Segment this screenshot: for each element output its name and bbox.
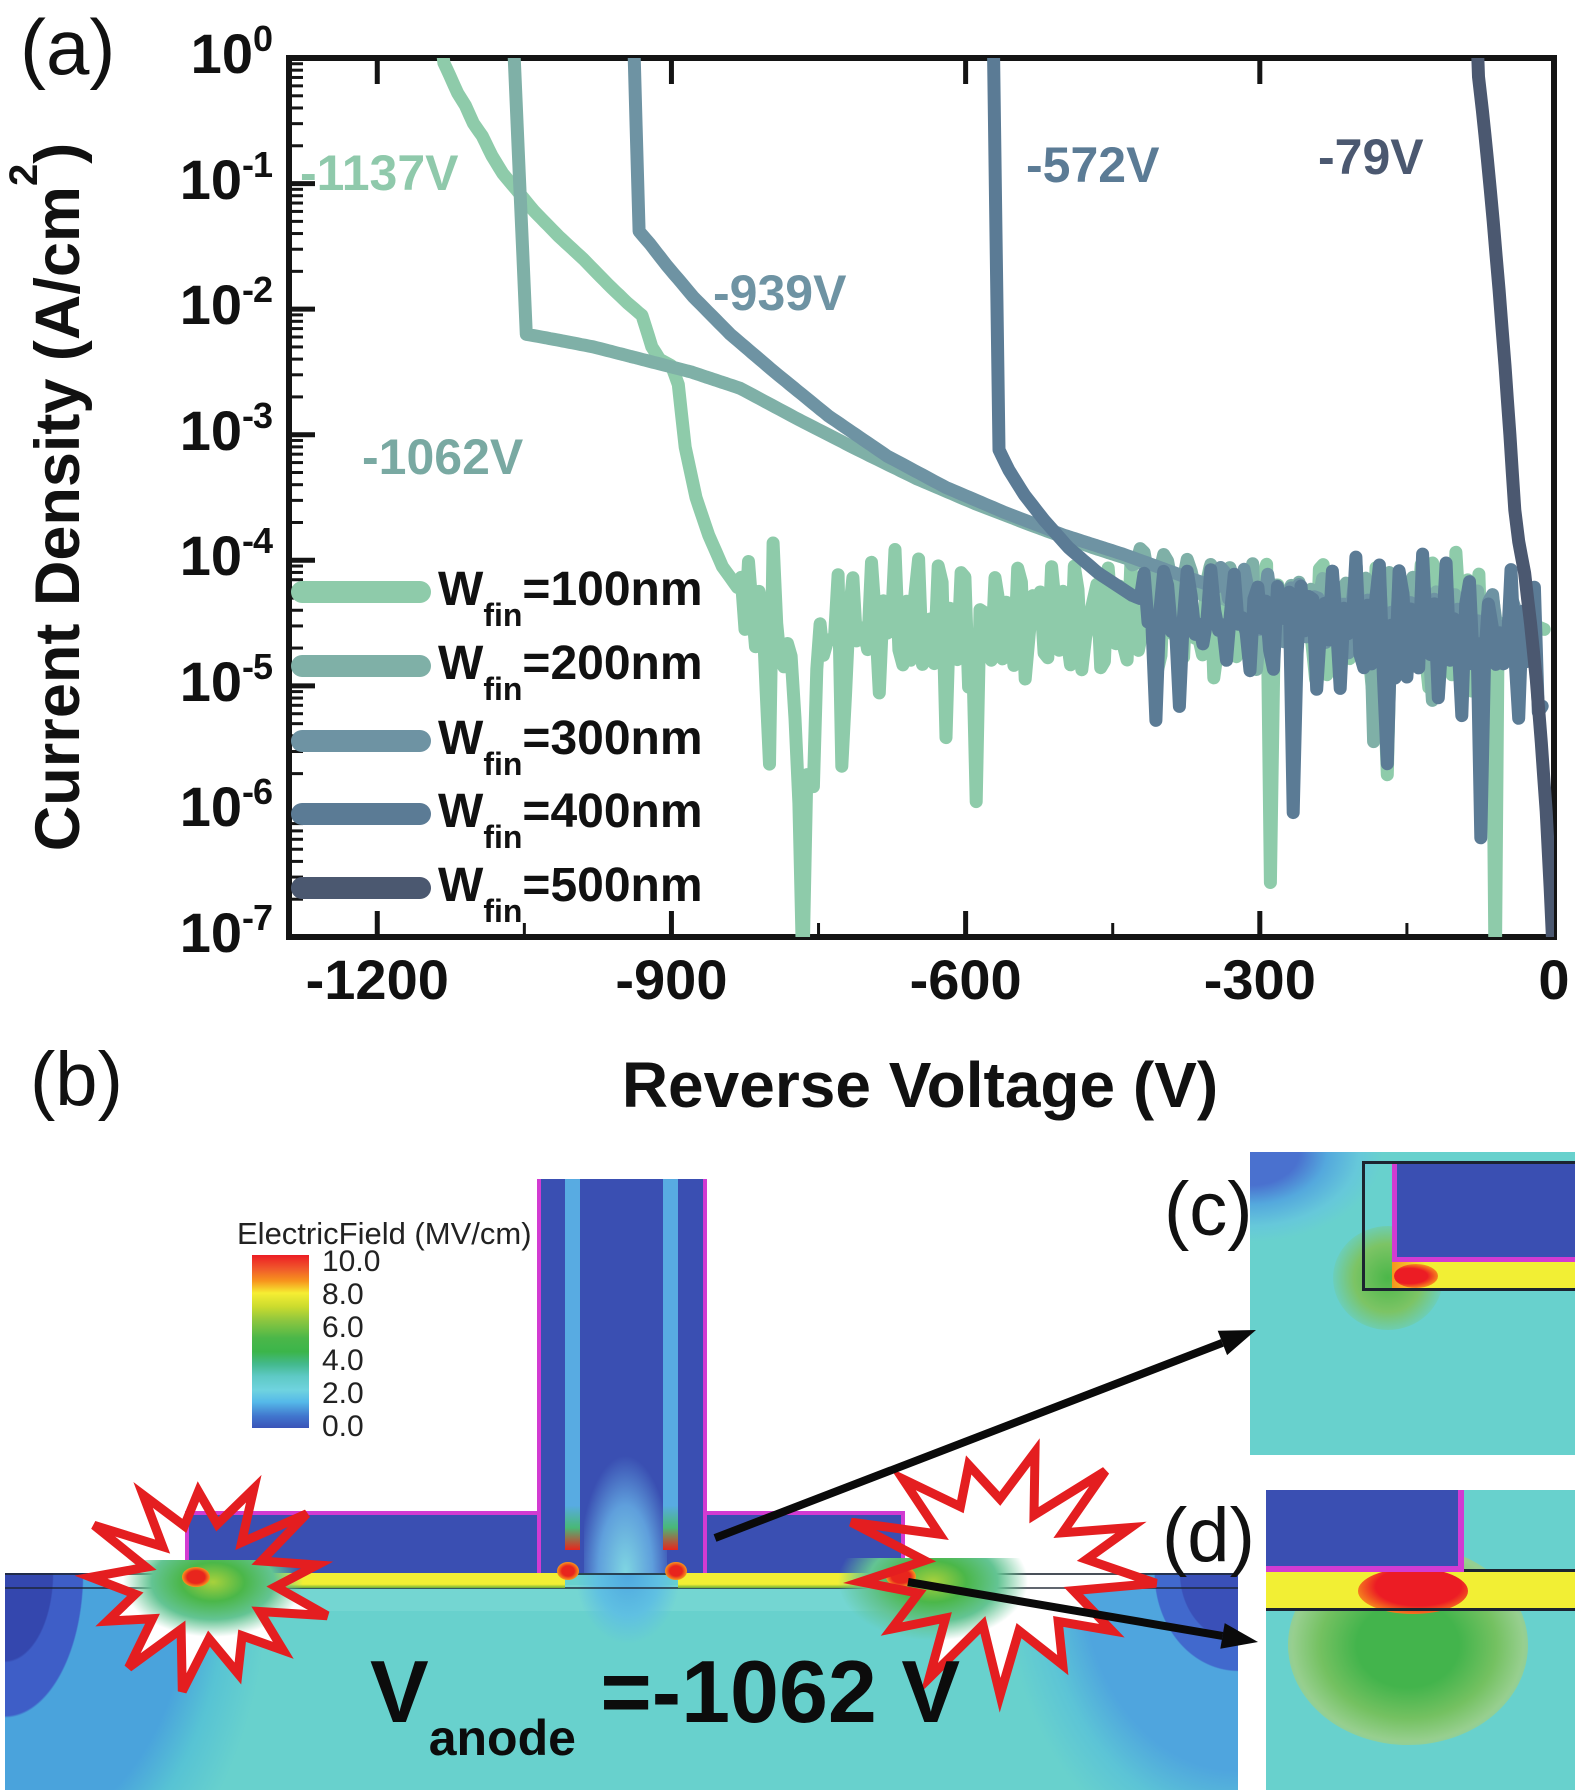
series-Wfin=400nm (987, 58, 1549, 845)
inset-c-hotspot (1394, 1264, 1438, 1288)
y-tick-label: 100 (190, 18, 273, 85)
breakdown-annotation: -1062V (362, 429, 524, 485)
x-tick-label: -1200 (305, 948, 449, 1011)
inset-c-outline-vert (1362, 1161, 1365, 1288)
arrow-to-inset-c-head (1217, 1330, 1256, 1356)
caption-symbol: V (370, 1642, 429, 1741)
legend-item-label: Wfin=400nm (438, 785, 703, 855)
arrow-to-inset-d-head (1220, 1623, 1258, 1649)
fin-sidewall-right (663, 1179, 678, 1550)
hotspot-dot-fin-right (665, 1562, 687, 1580)
surface-line-upper (5, 1573, 1238, 1575)
y-tick-label: 10-2 (179, 269, 273, 337)
colorbar-tick-label: 2.0 (322, 1377, 364, 1410)
colorbar-tick-label: 6.0 (322, 1311, 364, 1344)
breakdown-annotation: -79V (1318, 129, 1424, 185)
inset-d-anode-pad (1266, 1490, 1464, 1572)
legend-item-label: Wfin=300nm (438, 712, 703, 782)
anode-voltage-caption: Vanode =-1062 V (370, 1648, 960, 1763)
hotspot-dot-fin-left (557, 1562, 579, 1580)
y-tick-label: 10-5 (179, 645, 273, 713)
x-tick-label: -300 (1203, 948, 1316, 1011)
x-tick-label: 0 (1538, 948, 1570, 1011)
legend-item-label: Wfin=100nm (438, 563, 703, 633)
fin-inner-field-gradient (584, 1379, 667, 1573)
x-tick-label: -900 (615, 948, 728, 1011)
colorbar-title: ElectricField (MV/cm) (237, 1216, 532, 1251)
plot-frame (286, 55, 1557, 940)
y-tick-label: 10-4 (179, 520, 273, 588)
fin-depletion-plume (553, 1573, 703, 1693)
inset-d-surface-line-right (1464, 1569, 1575, 1572)
colorbar-tick-label: 8.0 (322, 1278, 364, 1311)
starburst-right-outline (843, 1438, 1158, 1713)
colorbar-gradient (252, 1255, 309, 1428)
inset-d-hotspot (1358, 1568, 1468, 1614)
legend-item-label: Wfin=200nm (438, 637, 703, 707)
series-Wfin=500nm (1471, 58, 1554, 937)
surface-line-lower (5, 1587, 1238, 1589)
arrow-to-inset-d-shaft (907, 1578, 1224, 1640)
inset-c-anode-pad (1392, 1164, 1575, 1262)
inset-d-lower-line (1266, 1608, 1575, 1611)
y-tick-label: 10-6 (179, 771, 273, 839)
arrow-to-inset-c-shaft (713, 1339, 1224, 1542)
breakdown-annotation: -572V (1026, 137, 1160, 193)
fin-sidewall-left (565, 1179, 580, 1550)
colorbar-tick-label: 10.0 (322, 1245, 381, 1278)
inset-c-outline-top (1362, 1161, 1575, 1164)
caption-value: =-1062 V (575, 1642, 961, 1741)
inset-c-outline-bottom (1362, 1288, 1575, 1291)
panel-c-label: (c) (1164, 1167, 1253, 1252)
reverse-iv-chart (286, 55, 1557, 940)
breakdown-annotation: -1137V (300, 145, 459, 201)
panel-b-label: (b) (30, 1037, 123, 1122)
y-tick-label: 10-3 (179, 394, 273, 462)
y-tick-label: 10-1 (179, 143, 273, 211)
legend-item-label: Wfin=500nm (438, 859, 703, 929)
caption-subscript: anode (428, 1709, 576, 1766)
colorbar-tick-label: 4.0 (322, 1344, 364, 1377)
colorbar-tick-label: 0.0 (322, 1410, 364, 1443)
panel-a-label: (a) (20, 3, 116, 91)
breakdown-annotation: -939V (713, 265, 847, 321)
panel-d-label: (d) (1162, 1493, 1255, 1578)
panel-d-field-inset (1266, 1490, 1575, 1790)
starburst-left-outline (74, 1474, 334, 1694)
panel-c-field-inset (1250, 1152, 1575, 1455)
hotspot-dot-outer-left (182, 1567, 210, 1587)
x-axis-label: Reverse Voltage (V) (621, 1049, 1219, 1121)
x-tick-label: -600 (909, 948, 1022, 1011)
y-tick-label: 10-7 (179, 897, 273, 964)
